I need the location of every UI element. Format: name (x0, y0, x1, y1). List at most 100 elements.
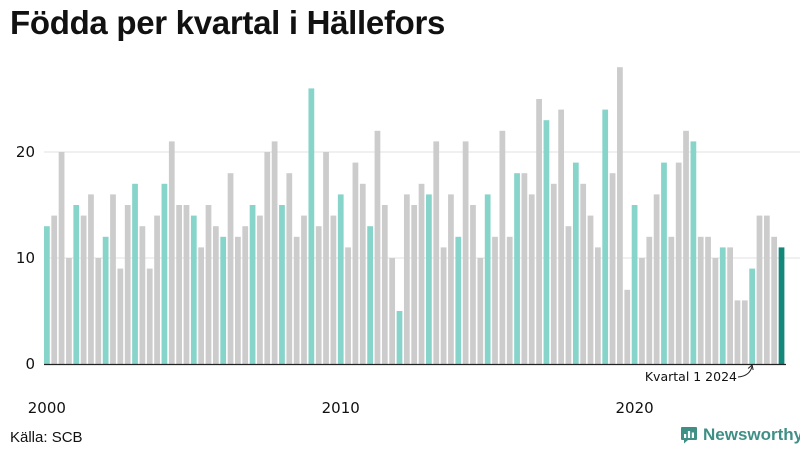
bar (433, 141, 440, 364)
bar (470, 205, 476, 364)
bar (594, 247, 601, 364)
bar (653, 194, 660, 364)
bar (146, 268, 153, 364)
bar (227, 173, 234, 364)
bar (212, 226, 219, 364)
bar (44, 226, 50, 364)
bar (719, 247, 726, 364)
bar (389, 258, 396, 364)
bar (418, 183, 425, 364)
bar (168, 141, 175, 364)
y-tick-label: 10 (16, 249, 35, 267)
bar (440, 247, 447, 364)
bar (727, 247, 733, 364)
newsworthy-logo-icon (681, 427, 697, 444)
bar (514, 173, 520, 364)
bar (587, 215, 594, 364)
bar (536, 99, 542, 364)
bar (448, 194, 454, 364)
bar (712, 258, 719, 364)
bar (330, 215, 337, 364)
bar (279, 205, 285, 364)
bar (154, 215, 160, 364)
bar (550, 183, 557, 364)
bar (73, 205, 80, 364)
bar (88, 194, 94, 364)
annotation-label: Kvartal 1 2024 (645, 369, 737, 384)
bar (66, 258, 72, 364)
bar (492, 236, 498, 364)
bar (705, 236, 711, 364)
bar (102, 236, 109, 364)
bar (639, 258, 645, 364)
bar (734, 300, 741, 364)
bar (183, 205, 190, 364)
bar (264, 152, 271, 364)
bar (690, 141, 697, 364)
annotation-arrow (737, 365, 753, 378)
x-tick-label: 2010 (322, 399, 360, 417)
bar (132, 183, 138, 364)
bar (521, 173, 528, 364)
bar (58, 152, 65, 364)
annotation-arrowhead (747, 364, 754, 371)
bar (484, 194, 491, 364)
bar (271, 141, 278, 364)
bar (257, 215, 263, 364)
y-tick-label: 20 (16, 143, 35, 161)
bar (543, 120, 550, 364)
bar (374, 130, 381, 364)
bar (301, 215, 307, 364)
bar (220, 236, 227, 364)
bar (315, 226, 322, 364)
bar (411, 205, 418, 364)
bar (668, 236, 675, 364)
bar (756, 215, 763, 364)
bar (528, 194, 535, 364)
bar (609, 173, 616, 364)
bar (176, 205, 182, 364)
y-tick-label: 0 (25, 355, 35, 373)
bar (477, 258, 484, 364)
bar (345, 247, 351, 364)
brand-logo: Newsworthy (680, 425, 800, 445)
bar (426, 194, 432, 364)
bar (242, 226, 249, 364)
bar (683, 130, 689, 364)
bar (565, 226, 572, 364)
brand-name: Newsworthy (703, 425, 800, 444)
bar (367, 226, 373, 364)
bar (205, 205, 212, 364)
bar (572, 162, 579, 364)
bar (506, 236, 513, 364)
bar (293, 236, 300, 364)
bar (624, 289, 631, 364)
bar (308, 88, 315, 365)
bar (771, 236, 778, 364)
bar (455, 236, 462, 364)
bar (359, 183, 366, 364)
bar (190, 215, 197, 364)
bar (117, 268, 124, 364)
bar (352, 162, 359, 364)
bar (749, 268, 756, 364)
x-tick-label: 2020 (616, 399, 654, 417)
bar (161, 183, 168, 364)
bar (462, 141, 469, 364)
bar (763, 215, 770, 364)
bar (741, 300, 748, 364)
bar (403, 194, 410, 364)
bar (646, 236, 653, 364)
bar (602, 109, 609, 364)
bar (124, 205, 131, 364)
bar (51, 215, 58, 364)
bar (235, 236, 241, 364)
source-note: Källa: SCB (10, 429, 83, 446)
bar (778, 247, 785, 364)
bar (631, 205, 638, 364)
bar (139, 226, 146, 364)
bar (198, 247, 205, 364)
bar (499, 130, 506, 364)
bar (110, 194, 116, 364)
